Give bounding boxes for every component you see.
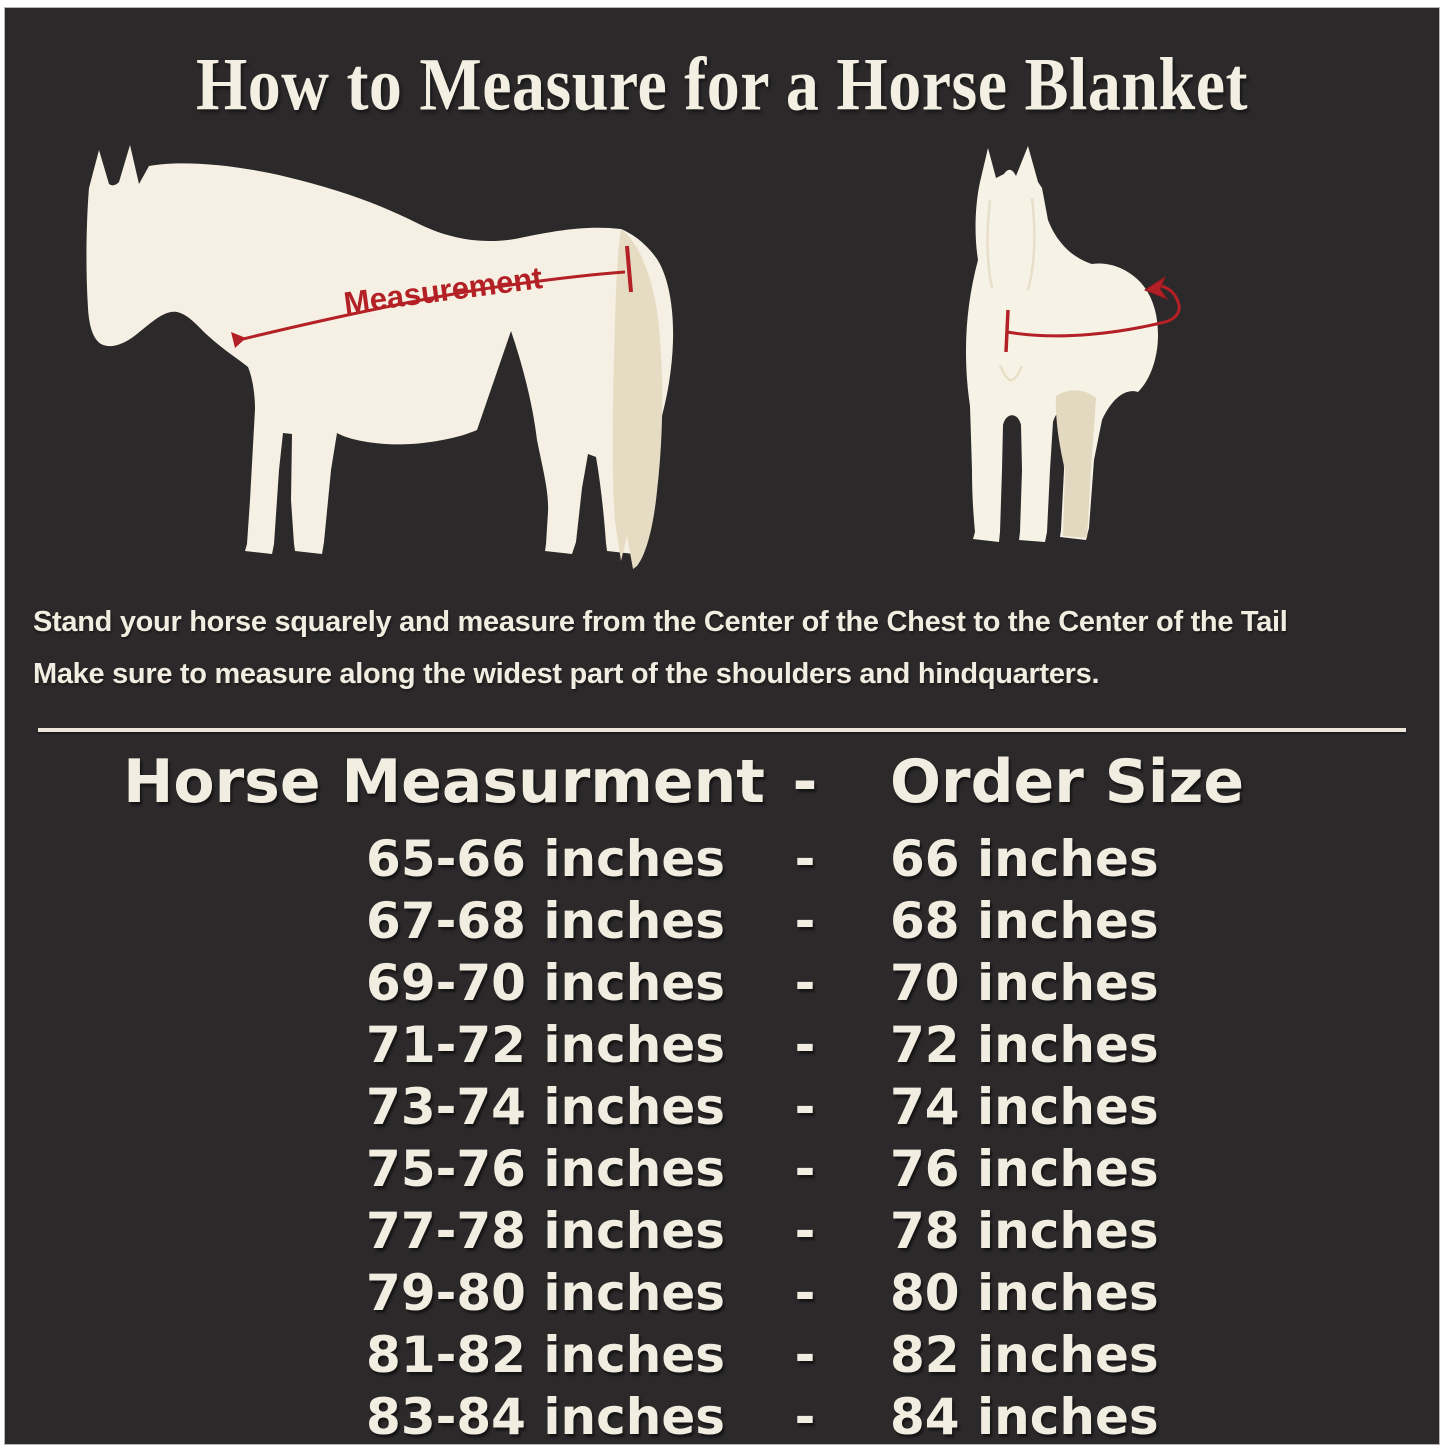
girth-tick: [1004, 309, 1010, 353]
row-separator: -: [794, 1388, 816, 1446]
side-horse-silhouette: [86, 145, 674, 554]
row-separator: -: [794, 954, 816, 1012]
size-chart-row: 77-78 inches - 78 inches: [5, 1200, 1439, 1262]
header-order-size: Order Size: [890, 747, 1245, 817]
size-chart-row: 79-80 inches - 80 inches: [5, 1262, 1439, 1324]
girth-line: [1006, 284, 1181, 338]
row-order-size: 72 inches: [890, 1016, 1159, 1074]
row-separator: -: [794, 1078, 816, 1136]
front-horse-face-shade-right: [1026, 197, 1036, 291]
row-measurement: 73-74 inches: [366, 1078, 725, 1136]
row-order-size: 82 inches: [890, 1326, 1159, 1384]
divider-line: [38, 728, 1406, 732]
instructions-line-2: Make sure to measure along the widest pa…: [33, 658, 1100, 690]
row-order-size: 66 inches: [890, 830, 1159, 888]
row-measurement: 79-80 inches: [366, 1264, 725, 1322]
row-measurement: 69-70 inches: [366, 954, 725, 1012]
row-measurement: 65-66 inches: [366, 830, 725, 888]
row-measurement: 81-82 inches: [366, 1326, 725, 1384]
size-chart-row: 71-72 inches - 72 inches: [5, 1014, 1439, 1076]
front-horse-face-shade-left: [986, 199, 994, 289]
row-separator: -: [794, 1202, 816, 1260]
measurement-end-tick: [625, 245, 633, 293]
size-chart-header: Horse Measurment - Order Size: [5, 742, 1439, 822]
size-chart-row: 69-70 inches - 70 inches: [5, 952, 1439, 1014]
size-chart-row: 81-82 inches - 82 inches: [5, 1324, 1439, 1386]
row-separator: -: [794, 830, 816, 888]
row-separator: -: [794, 892, 816, 950]
size-chart: Horse Measurment - Order Size 65-66 inch…: [5, 742, 1439, 1448]
side-horse-tail: [612, 229, 663, 569]
header-horse-measurement: Horse Measurment: [123, 747, 765, 817]
row-order-size: 70 inches: [890, 954, 1159, 1012]
header-separator: -: [792, 747, 818, 817]
measurement-line-start-wedge: [231, 332, 246, 348]
row-separator: -: [794, 1140, 816, 1198]
row-order-size: 84 inches: [890, 1388, 1159, 1446]
row-order-size: 68 inches: [890, 892, 1159, 950]
row-separator: -: [794, 1326, 816, 1384]
row-separator: -: [794, 1264, 816, 1322]
row-order-size: 76 inches: [890, 1140, 1159, 1198]
size-chart-row: 67-68 inches - 68 inches: [5, 890, 1439, 952]
row-measurement: 77-78 inches: [366, 1202, 725, 1260]
size-chart-row: 75-76 inches - 76 inches: [5, 1138, 1439, 1200]
row-measurement: 75-76 inches: [366, 1140, 725, 1198]
measurement-arc-line: [242, 270, 626, 341]
row-order-size: 80 inches: [890, 1264, 1159, 1322]
row-measurement: 83-84 inches: [366, 1388, 725, 1446]
size-chart-row: 83-84 inches - 84 inches: [5, 1386, 1439, 1448]
front-horse-hind-leg-shading: [1055, 390, 1096, 538]
side-view-horse-illustration: Measurement: [86, 145, 674, 569]
row-order-size: 78 inches: [890, 1202, 1159, 1260]
infographic-panel: How to Measure for a Horse Blanket Measu…: [4, 7, 1440, 1446]
row-separator: -: [794, 1016, 816, 1074]
size-chart-row: 73-74 inches - 74 inches: [5, 1076, 1439, 1138]
girth-arrow-icon: [1143, 275, 1169, 301]
instructions-line-1: Stand your horse squarely and measure fr…: [33, 606, 1288, 638]
row-measurement: 71-72 inches: [366, 1016, 725, 1074]
front-horse-silhouette: [966, 146, 1158, 542]
horse-diagrams: Measurement: [5, 140, 1439, 576]
size-chart-row: 65-66 inches - 66 inches: [5, 828, 1439, 890]
page-title: How to Measure for a Horse Blanket: [195, 43, 1249, 127]
front-horse-chest-shade: [998, 364, 1024, 382]
row-measurement: 67-68 inches: [366, 892, 725, 950]
front-view-horse-illustration: [966, 146, 1181, 542]
instructions: Stand your horse squarely and measure fr…: [33, 596, 1439, 700]
row-order-size: 74 inches: [890, 1078, 1159, 1136]
